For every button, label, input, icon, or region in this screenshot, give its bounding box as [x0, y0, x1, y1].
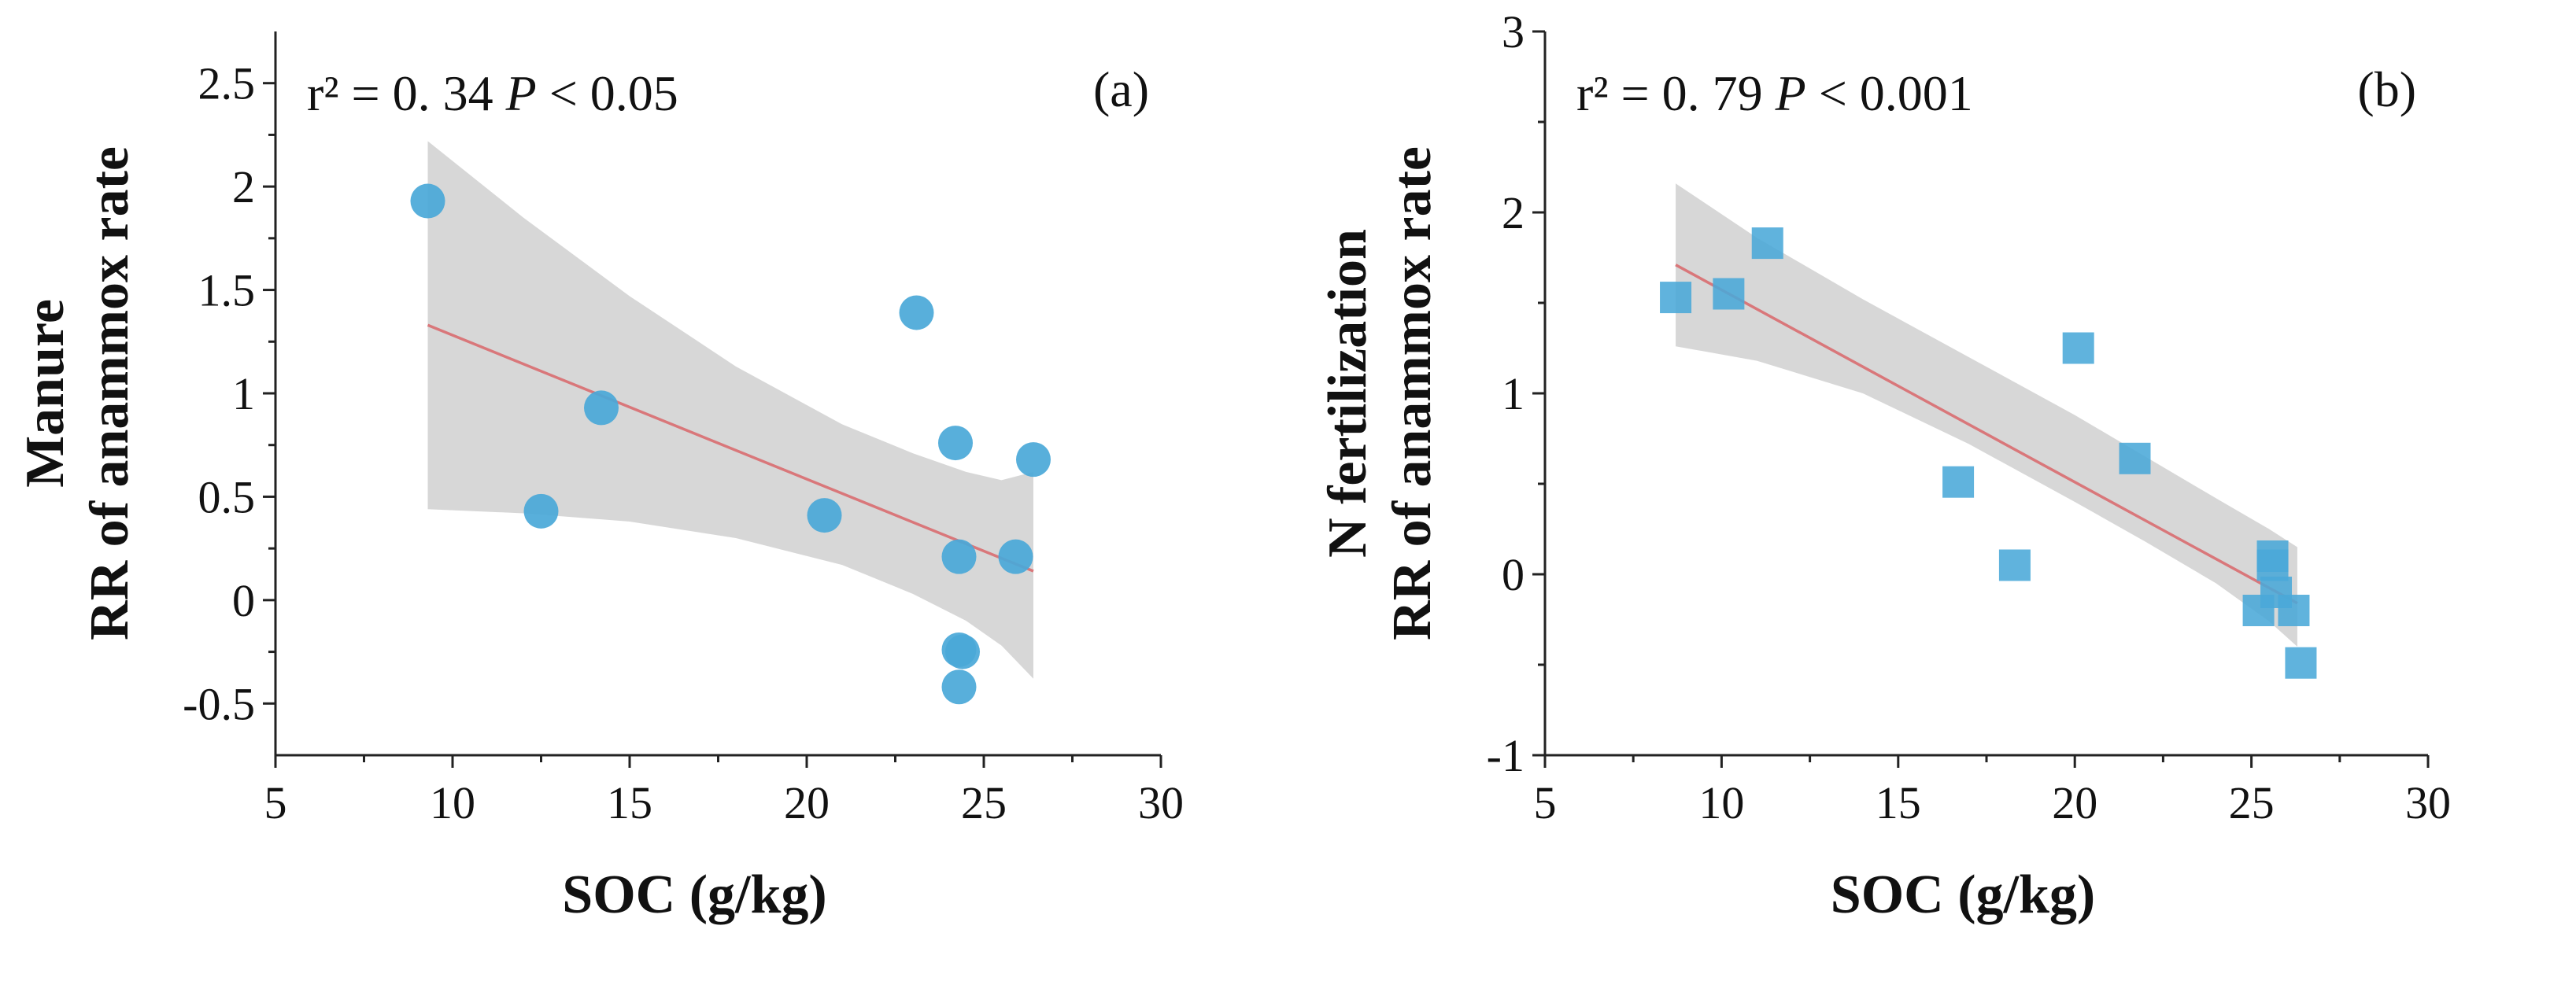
p-value-text: < 0.001: [1806, 65, 1973, 121]
confidence-band: [1676, 183, 2297, 647]
data-point: [1660, 282, 1692, 314]
fit-statistics: r² = 0. 34 P < 0.05: [307, 65, 678, 121]
x-tick-label: 25: [961, 777, 1007, 828]
y-tick-label: 2: [1502, 187, 1525, 238]
data-point: [2278, 595, 2310, 626]
y-tick-label: 1: [232, 368, 255, 419]
regression-line: [427, 323, 1034, 573]
y-tick-label: 2: [232, 161, 255, 212]
data-point: [1016, 442, 1051, 478]
y-axis-title-line1: N fertilization: [1318, 229, 1378, 558]
x-tick-label: 25: [2229, 777, 2275, 828]
data-point: [2119, 442, 2151, 474]
y-tick-label: 1.5: [198, 265, 256, 316]
confidence-band: [427, 141, 1033, 679]
data-point: [998, 539, 1033, 574]
x-tick-label: 10: [430, 777, 475, 828]
x-tick-label: 20: [784, 777, 830, 828]
x-tick-label: 30: [2405, 777, 2451, 828]
data-point: [807, 498, 842, 533]
panel-label: (a): [1093, 61, 1149, 117]
data-point: [584, 390, 619, 426]
fit-statistics: r² = 0. 79 P < 0.001: [1576, 65, 1973, 121]
data-point: [938, 426, 973, 461]
x-tick-label: 10: [1698, 777, 1744, 828]
y-tick-label: 1: [1502, 368, 1525, 419]
x-tick-label: 5: [1534, 777, 1557, 828]
y-tick-label: 2.5: [198, 58, 256, 109]
regression-line: [1675, 264, 2298, 605]
y-tick-label: 3: [1502, 6, 1525, 57]
x-tick-label: 5: [264, 777, 287, 828]
x-tick-label: 20: [2052, 777, 2097, 828]
y-tick-label: 0: [1502, 549, 1525, 600]
y-tick-label: 0: [232, 575, 255, 626]
y-tick-label: 0.5: [198, 471, 256, 522]
data-point: [1942, 466, 1975, 498]
panel-b-n-fertilization: 5 10 15 20 25 30 -1 0 1 2 3 r² = 0. 79 P < 0.001 (b)…: [1318, 6, 2451, 925]
data-point: [410, 183, 445, 219]
y-tick-label: -1: [1487, 730, 1525, 781]
data-point: [1998, 549, 2031, 581]
x-axis-title: SOC (g/kg): [562, 865, 826, 925]
y-axis-title-line2: RR of anammox rate: [1382, 146, 1443, 640]
y-axis-title-line1: Manure: [15, 299, 76, 488]
r-squared-text: r² = 0. 79: [1576, 65, 1776, 121]
p-value-text: < 0.05: [537, 65, 678, 121]
data-point: [1713, 278, 1745, 310]
panel-label: (b): [2357, 61, 2416, 117]
x-tick-label: 15: [607, 777, 652, 828]
data-point: [2256, 549, 2289, 581]
x-tick-label: 15: [1876, 777, 1921, 828]
data-point: [2285, 647, 2317, 679]
data-point: [941, 539, 977, 574]
p-symbol: P: [1775, 65, 1806, 121]
x-tick-label: 30: [1138, 777, 1184, 828]
data-point: [523, 493, 559, 529]
data-point: [2062, 332, 2094, 364]
data-point: [945, 634, 980, 669]
r-squared-text: r² = 0. 34: [307, 65, 506, 121]
data-point: [941, 669, 977, 705]
y-tick-label: -0.5: [183, 678, 255, 729]
x-axis-title: SOC (g/kg): [1831, 865, 2095, 925]
data-point: [899, 295, 934, 330]
p-symbol: P: [505, 65, 537, 121]
data-point: [1751, 227, 1783, 260]
y-axis-title-line2: RR of anammox rate: [79, 146, 140, 640]
panel-a-manure: 5 10 15 20 25 30 -0.5 0 0.5 1 1.5 2 2.5 r² = 0. 34 P …: [15, 31, 1184, 925]
